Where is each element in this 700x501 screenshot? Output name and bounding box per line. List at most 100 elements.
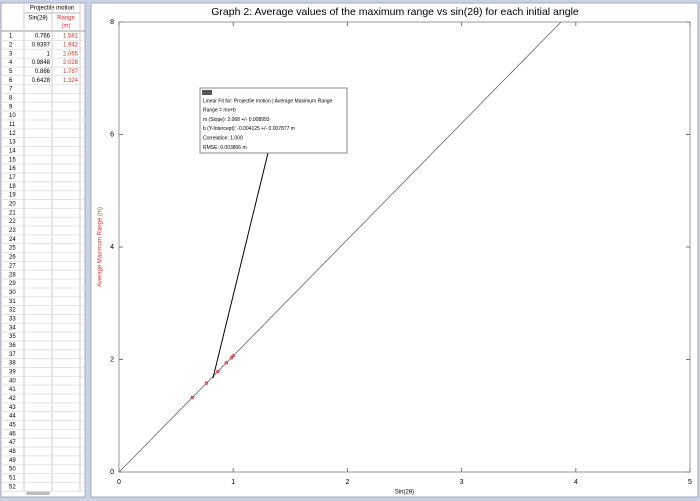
row-number: 24 [9,237,16,243]
table-cell: 0.9397 [32,42,51,48]
table-cell: 1.787 [63,69,79,75]
x-tick-label: 5 [688,479,692,486]
data-point [204,381,209,385]
x-tick-label: 2 [345,479,349,486]
row-number: 50 [9,467,16,473]
row-number: 45 [9,423,16,429]
annotation-box [199,87,348,154]
row-number: 27 [9,263,16,269]
row-number: 35 [9,334,16,340]
row-number: 14 [9,148,16,154]
table-cell: 1 [47,51,51,57]
row-number: 10 [9,113,16,119]
data-table [0,2,86,498]
column-header: Range [57,16,75,22]
row-number: 4 [9,60,13,66]
row-number: 12 [9,131,16,137]
table-cell: 0.6428 [32,78,51,84]
table-cell: 2.028 [63,60,79,66]
annotation-text: Linear Fit for: Projectile motion | Aver… [203,98,333,104]
data-point [224,361,229,365]
annotation-text: m (Slope): 2.068 +/- 0.008993 [203,117,270,123]
row-number: 3 [9,51,13,57]
row-number: 42 [9,396,16,402]
row-number: 31 [9,299,16,305]
row-number: 7 [9,87,13,93]
annotation-text: b (Y-Intercept): -0.004125 +/- 0.007877 … [203,126,295,132]
row-number: 34 [9,325,16,331]
row-number: 49 [9,458,16,464]
y-axis-label: Average Maximum Range (m) [98,207,104,287]
row-number: 47 [9,440,16,446]
x-tick-label: 1 [231,479,235,486]
row-number: 36 [9,343,16,349]
row-number: 39 [9,369,16,375]
annotation-leader [212,152,269,379]
row-number: 11 [9,122,16,128]
row-number: 19 [9,193,16,199]
y-tick-label: 2 [110,356,114,363]
y-tick-label: 8 [110,19,114,26]
row-number: 28 [9,272,16,278]
row-number: 37 [9,352,16,358]
data-point [190,395,195,400]
table-cell: 1.581 [63,34,79,40]
row-number: 2 [9,42,13,48]
row-number: 38 [9,361,16,367]
row-number: 25 [9,246,16,252]
x-tick-label: 4 [574,479,578,486]
annotation-text: Correlation: 1.000 [203,136,243,142]
row-number: 29 [9,281,16,287]
row-number: 17 [9,175,16,181]
row-number: 6 [9,78,13,84]
row-number: 15 [9,157,16,163]
data-point [216,369,220,374]
y-tick-label: 6 [110,131,114,138]
row-number: 5 [9,69,13,75]
row-number: 51 [9,476,16,482]
row-number: 8 [9,95,13,101]
row-number: 18 [9,184,16,190]
data-point [231,354,235,358]
annotation-icon [202,90,212,95]
graph-panel [90,2,699,498]
table-cell: 0.866 [35,69,51,75]
column-header: Sin(2θ) [28,16,47,22]
fit-line [118,21,562,473]
chart-title: Graph 2: Average values of the maximum r… [211,6,579,18]
x-tick-label: 0 [117,479,121,486]
row-number: 40 [9,378,16,384]
table-cell: 1.324 [63,78,79,84]
row-number: 43 [9,405,16,411]
row-number: 21 [9,210,16,216]
row-number: 16 [9,166,16,172]
data-point [229,356,234,360]
row-number: 44 [9,414,16,420]
row-number: 9 [9,104,13,110]
table-cell: 1.942 [63,42,79,48]
column-header: (m) [62,24,71,30]
row-number: 1 [9,34,13,40]
table-cell: 0.9848 [32,60,51,66]
row-number: 46 [9,431,16,437]
x-tick-label: 3 [460,479,464,486]
annotation-text: RMSE: 0.003806 m [203,145,247,151]
row-number: 48 [9,449,16,455]
row-number: 30 [9,290,16,296]
row-number: 22 [9,219,16,225]
row-number: 33 [9,316,16,322]
row-number: 32 [9,308,16,314]
table-cell: 0.766 [35,34,51,40]
y-tick-label: 4 [110,244,114,251]
row-number: 23 [9,228,16,234]
y-tick-label: 0 [110,469,114,476]
row-number: 26 [9,255,16,261]
row-number: 41 [9,387,16,393]
annotation-text: Range = mx+b [203,108,236,114]
row-number: 52 [9,484,16,490]
row-number: 13 [9,140,16,146]
x-axis-label: Sin(2θ) [395,490,414,496]
scrollbar [26,491,50,495]
